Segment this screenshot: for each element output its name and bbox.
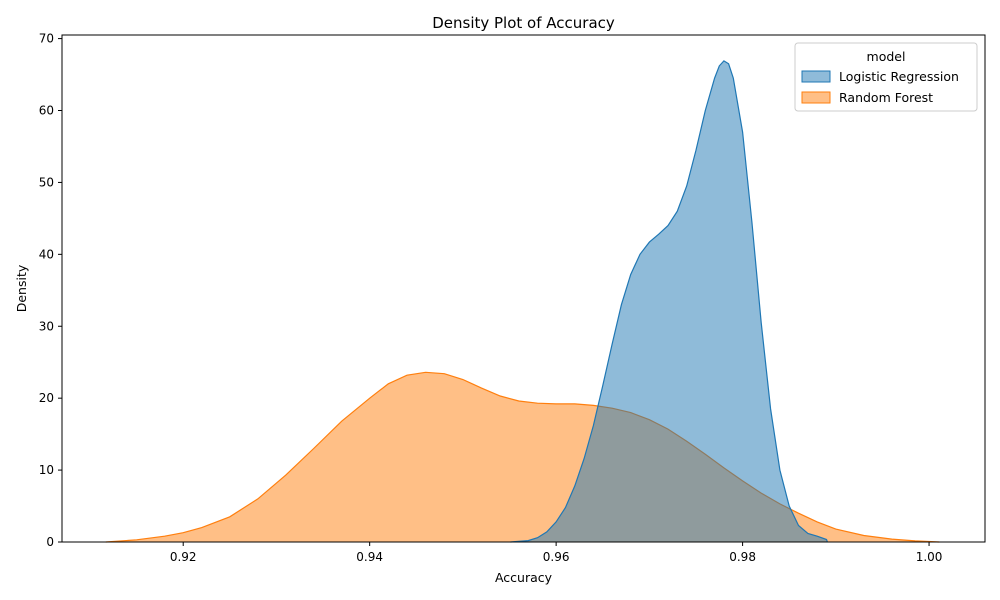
legend-title: model: [867, 49, 906, 64]
y-tick-label: 40: [39, 247, 54, 261]
y-axis-title: Density: [14, 264, 29, 312]
y-tick-label: 30: [39, 319, 54, 333]
y-tick-label: 0: [46, 535, 54, 549]
legend-swatch-logistic-regression: [801, 70, 831, 83]
y-tick-label: 10: [39, 463, 54, 477]
legend-box: [794, 42, 978, 112]
y-tick-label: 70: [39, 32, 54, 46]
x-tick-label: 0.92: [170, 550, 197, 564]
legend-label-random-forest: Random Forest: [839, 90, 933, 105]
y-tick-label: 60: [39, 104, 54, 118]
x-tick-label: 0.98: [729, 550, 756, 564]
x-axis-title: Accuracy: [495, 570, 553, 585]
legend-swatch-random-forest: [801, 91, 831, 104]
x-tick-label: 0.94: [356, 550, 383, 564]
plot-frame: [61, 34, 986, 543]
y-tick-label: 50: [39, 175, 54, 189]
x-tick-label: 0.96: [543, 550, 570, 564]
x-tick-label: 1.00: [916, 550, 943, 564]
density-line-logistic-regression: [510, 60, 828, 543]
y-tick-label: 20: [39, 391, 54, 405]
legend: model Logistic Regression Random Forest: [794, 42, 978, 112]
legend-label-logistic-regression: Logistic Regression: [839, 69, 959, 84]
density-area-logistic-regression: [510, 60, 828, 543]
chart-title: Density Plot of Accuracy: [432, 14, 615, 32]
